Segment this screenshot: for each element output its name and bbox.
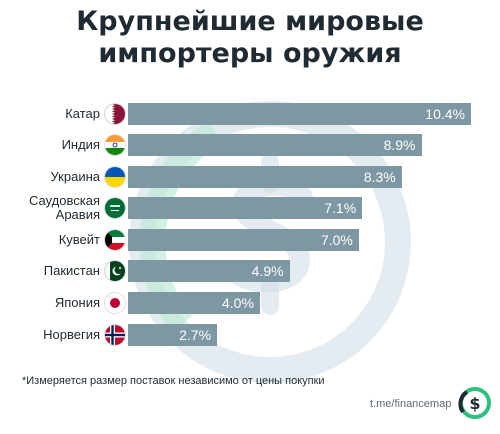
source-link[interactable]: t.me/financemap xyxy=(370,398,452,410)
category-label: Норвегия xyxy=(0,320,100,350)
ukraine-flag-icon xyxy=(105,167,125,187)
category-label-line: Аравия xyxy=(55,207,100,222)
norway-flag-icon xyxy=(105,325,125,345)
category-label: Пакистан xyxy=(0,256,100,286)
category-label: Кувейт xyxy=(0,225,100,255)
category-label-line: Япония xyxy=(54,295,100,310)
category-label-line: Саудовская xyxy=(28,193,100,208)
bar xyxy=(128,229,359,251)
chart-row: Катар 10.4% xyxy=(0,99,500,129)
india-flag-icon xyxy=(105,135,125,155)
chart-row: Саудовская Аравия 7.1% xyxy=(0,193,500,223)
value-label: 8.9% xyxy=(383,137,416,153)
category-label-line: Пакистан xyxy=(43,263,100,278)
value-label: 7.0% xyxy=(320,232,353,248)
bar xyxy=(128,292,260,314)
value-label: 10.4% xyxy=(425,106,465,122)
chart-title: Крупнейшие мировые импортеры оружия xyxy=(0,6,500,70)
qatar-flag-icon xyxy=(105,104,125,124)
category-label-line: Норвегия xyxy=(43,327,100,342)
title-line-1: Крупнейшие мировые xyxy=(76,6,424,37)
category-label: Саудовская Аравия xyxy=(0,193,100,223)
category-label: Украина xyxy=(0,162,101,192)
footnote: *Измеряется размер поставок независимо о… xyxy=(22,375,325,387)
dollar-logo-icon: $ xyxy=(458,387,491,419)
value-label: 4.9% xyxy=(251,263,284,279)
category-label-line: Украина xyxy=(50,169,101,184)
chart-row: Пакистан 4.9% xyxy=(0,256,500,286)
pakistan-flag-icon xyxy=(105,261,125,281)
category-label: Япония xyxy=(0,288,100,318)
bar xyxy=(128,260,290,282)
chart-row: Япония 4.0% xyxy=(0,288,500,318)
category-label: Индия xyxy=(0,130,100,160)
value-label: 4.0% xyxy=(222,295,254,311)
bar xyxy=(128,166,402,188)
value-label: 7.1% xyxy=(324,200,357,216)
logo-symbol: $ xyxy=(469,394,480,413)
japan-flag-icon xyxy=(105,293,125,313)
bar xyxy=(128,197,363,219)
value-label: 8.3% xyxy=(363,169,396,185)
bar xyxy=(128,103,471,125)
category-label-line: Катар xyxy=(65,106,100,121)
saudi-flag-icon xyxy=(105,198,125,218)
chart-row: Украина 8.3% xyxy=(0,162,500,192)
category-label: Катар xyxy=(0,99,100,129)
category-label-line: Индия xyxy=(61,137,100,152)
category-label-line: Кувейт xyxy=(58,232,100,247)
chart-row: Кувейт 7.0% xyxy=(0,225,500,255)
chart-row: Норвегия 2.7% xyxy=(0,320,500,350)
value-label: 2.7% xyxy=(179,327,212,343)
chart-row: Индия 8.9% xyxy=(0,130,500,160)
title-line-2: импортеры оружия xyxy=(98,38,402,69)
kuwait-flag-icon xyxy=(105,230,125,250)
bar xyxy=(128,324,218,346)
bar xyxy=(128,134,422,156)
